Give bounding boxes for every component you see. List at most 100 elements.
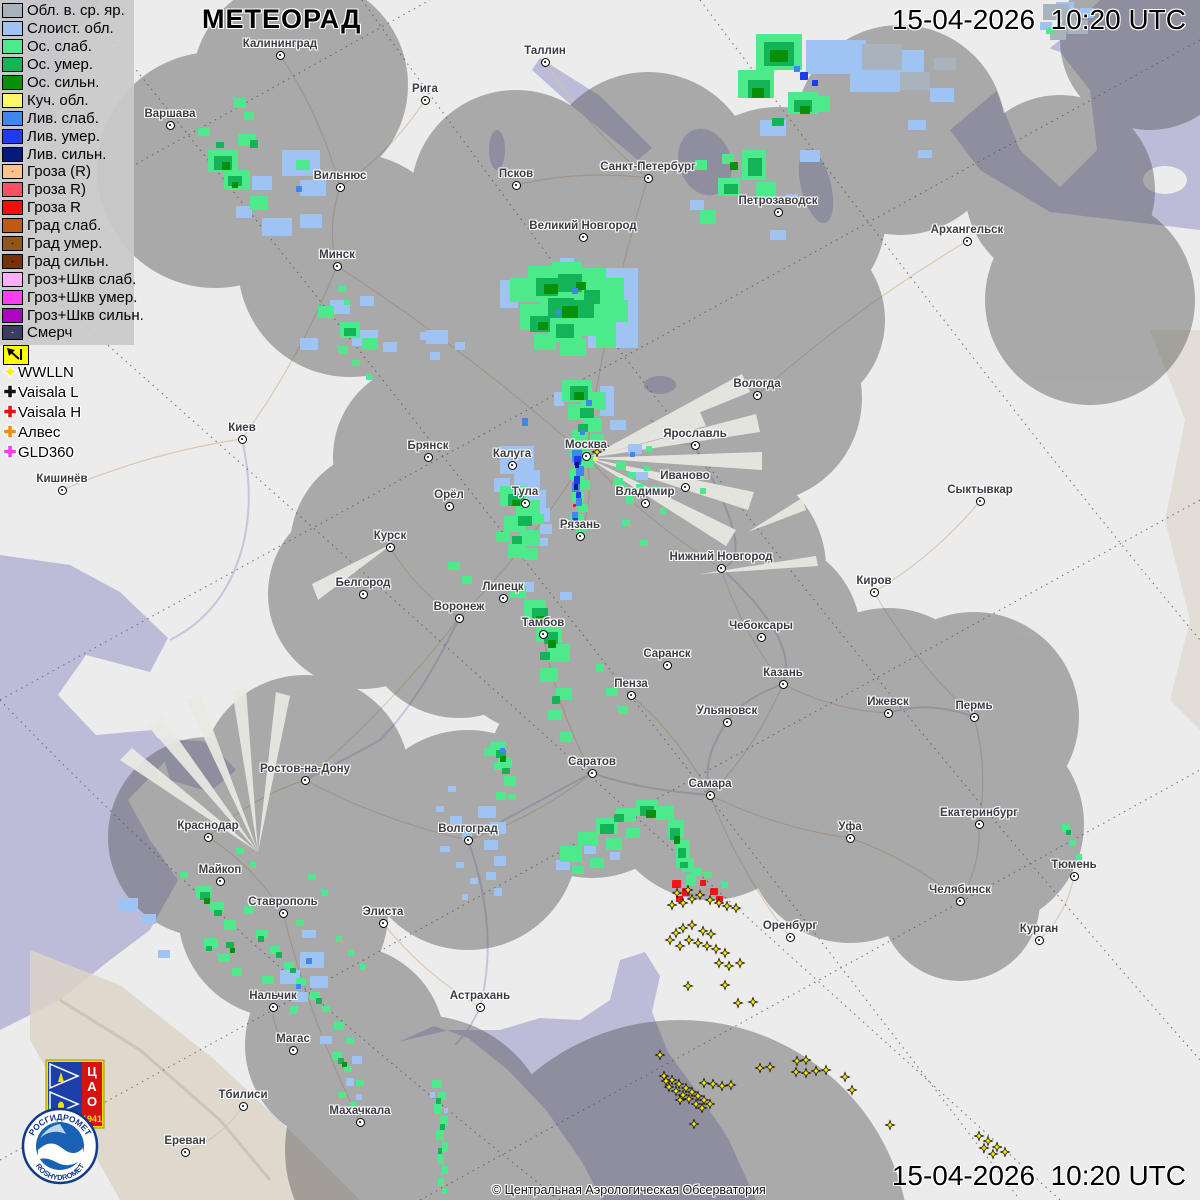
city-label: Тюмень [1051,859,1097,871]
city-dot-icon [773,207,783,217]
city-dot-icon [581,451,591,461]
legend-swatch [2,182,23,198]
city-dot-icon [520,498,530,508]
svg-text:Ц: Ц [87,1064,97,1079]
lightning-source-item: ✚ Vaisala L [2,382,81,402]
city-label: Рига [412,83,438,95]
legend-item: Лив. сильн. [2,145,134,163]
lightning-source-icon: ✚ [3,423,17,441]
city-label: Екатеринбург [940,807,1018,819]
city-dot-icon [538,629,548,639]
lightning-source-item: ✚ Алвес [2,422,81,442]
city-dot-icon [662,660,672,670]
city-dot-icon [180,1147,190,1157]
legend-item: Обл. в. ср. яр. [2,2,134,20]
tornado-symbol [3,345,29,365]
city-label: Уфа [838,821,862,833]
legend-label: Гроз+Шкв умер. [27,288,138,306]
city-dot-icon [643,173,653,183]
legend-label: Гроза R) [27,181,87,199]
datetime-top: 15-04-2026 10:20 UTC [891,4,1186,35]
city-dot-icon [385,542,395,552]
city-dot-icon [238,1101,248,1111]
city-dot-icon [722,717,732,727]
cao-roshydromet-logo: Ц А О 1941 РОСГИДРОМЕТ ROSHYDROMET [21,1059,105,1185]
svg-text:1941: 1941 [82,1114,102,1124]
lightning-source-label: Алвес [18,423,61,441]
city-dot-icon [300,775,310,785]
city-label: Элиста [362,906,404,918]
city-dot-icon [752,390,762,400]
page-title: МЕТЕОРАД [202,4,362,34]
legend-swatch [2,39,23,55]
city-dot-icon [275,50,285,60]
legend-label: Лив. сильн. [27,145,107,163]
city-dot-icon [969,712,979,722]
lightning-source-label: Vaisala H [18,403,82,421]
legend-swatch [2,253,23,269]
legend-swatch [2,200,23,216]
legend-item: Гроза R) [2,181,134,199]
legend-item: Ос. умер. [2,56,134,74]
city-label: Краснодар [177,820,239,832]
legend-swatch [2,218,23,234]
city-dot-icon [511,180,521,190]
legend-label: Слоист. обл. [27,20,114,38]
legend-label: Гроз+Шкв слаб. [27,270,137,288]
city-label: Архангельск [930,224,1004,236]
city-label: Астрахань [449,990,511,1002]
svg-text:О: О [87,1094,97,1109]
legend-swatch [2,307,23,323]
city-label: Оренбург [762,920,818,932]
city-dot-icon [975,496,985,506]
city-label: Великий Новгород [529,220,637,232]
legend-item: Гроз+Шкв умер. [2,288,138,306]
city-label: Вологда [733,378,781,390]
city-dot-icon [203,832,213,842]
legend-item: Ос. сильн. [2,74,134,92]
city-label: Казань [763,667,803,679]
legend-swatch [2,325,23,341]
legend-item: Гроз+Шкв слаб. [2,270,137,288]
city-dot-icon [962,236,972,246]
city-dot-icon [640,498,650,508]
legend-label: Ос. сильн. [27,74,100,91]
legend-swatch [2,21,23,37]
legend-swatch [2,128,23,144]
city-label: Ижевск [867,696,909,708]
lightning-source-item: ✚ GLD360 [2,442,81,462]
city-label: Вильнюс [313,170,367,182]
lightning-source-icon: ✚ [3,403,17,421]
legend-label: Смерч [27,324,73,342]
city-label: Иваново [660,470,710,482]
city-label: Москва [565,439,607,451]
city-label: Саранск [643,648,691,660]
city-dot-icon [778,679,788,689]
city-label: Киев [228,422,256,434]
city-label: Петрозаводск [738,195,818,207]
city-dot-icon [869,587,879,597]
city-dot-icon [1069,871,1079,881]
legend-label: Ос. слаб. [27,38,92,56]
legend-label: Лив. умер. [27,127,101,145]
legend-label: Гроз+Шкв сильн. [27,306,144,324]
lightning-source-item: ✦ WWLLN [2,362,81,382]
city-label: Орёл [434,489,464,501]
city-label: Липецк [482,581,524,593]
datetime-bottom: 15-04-2026 10:20 UTC [891,1160,1186,1191]
city-label: Самара [688,778,732,790]
legend-label: Гроза (R) [27,163,92,181]
svg-text:А: А [87,1079,97,1094]
city-label: Сыктывкар [947,484,1013,496]
city-label: Рязань [559,519,601,531]
city-label: Курган [1019,923,1059,935]
city-dot-icon [215,876,225,886]
city-dot-icon [626,690,636,700]
city-dot-icon [268,1002,278,1012]
city-dot-icon [444,501,454,511]
city-label: Ульяновск [696,705,758,717]
city-dot-icon [165,120,175,130]
city-label: Магас [276,1033,310,1045]
tornado-arrow-icon [7,348,22,360]
